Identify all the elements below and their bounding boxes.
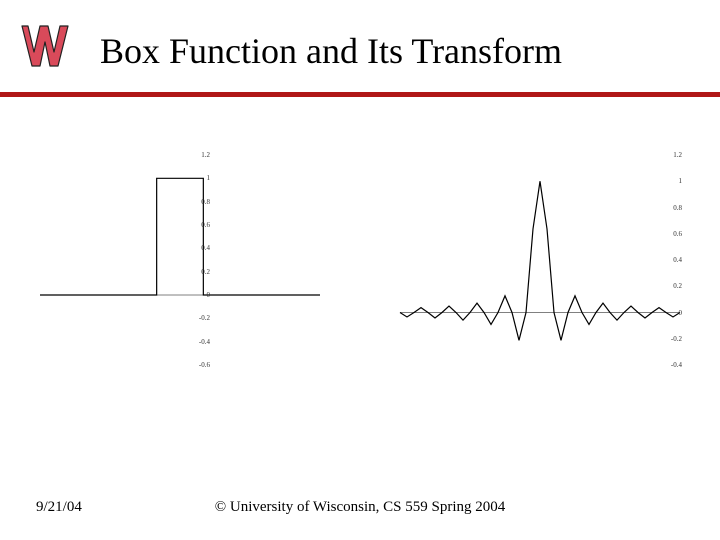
box-function-chart: 1.210.80.60.40.20-0.2-0.4-0.6 <box>30 145 330 375</box>
slide-title: Box Function and Its Transform <box>100 30 562 72</box>
footer-copyright: © University of Wisconsin, CS 559 Spring… <box>0 499 720 516</box>
slide: Box Function and Its Transform 1.210.80.… <box>0 0 720 540</box>
wisconsin-logo <box>18 18 74 79</box>
sinc-transform-chart: 1.210.80.60.40.20-0.2-0.4 <box>390 145 690 375</box>
charts-row: 1.210.80.60.40.20-0.2-0.4-0.6 1.210.80.6… <box>0 130 720 390</box>
title-rule <box>0 92 720 97</box>
box-ylabels: 1.210.80.60.40.20-0.2-0.4-0.6 <box>170 145 210 375</box>
sinc-ylabels: 1.210.80.60.40.20-0.2-0.4 <box>642 145 682 375</box>
